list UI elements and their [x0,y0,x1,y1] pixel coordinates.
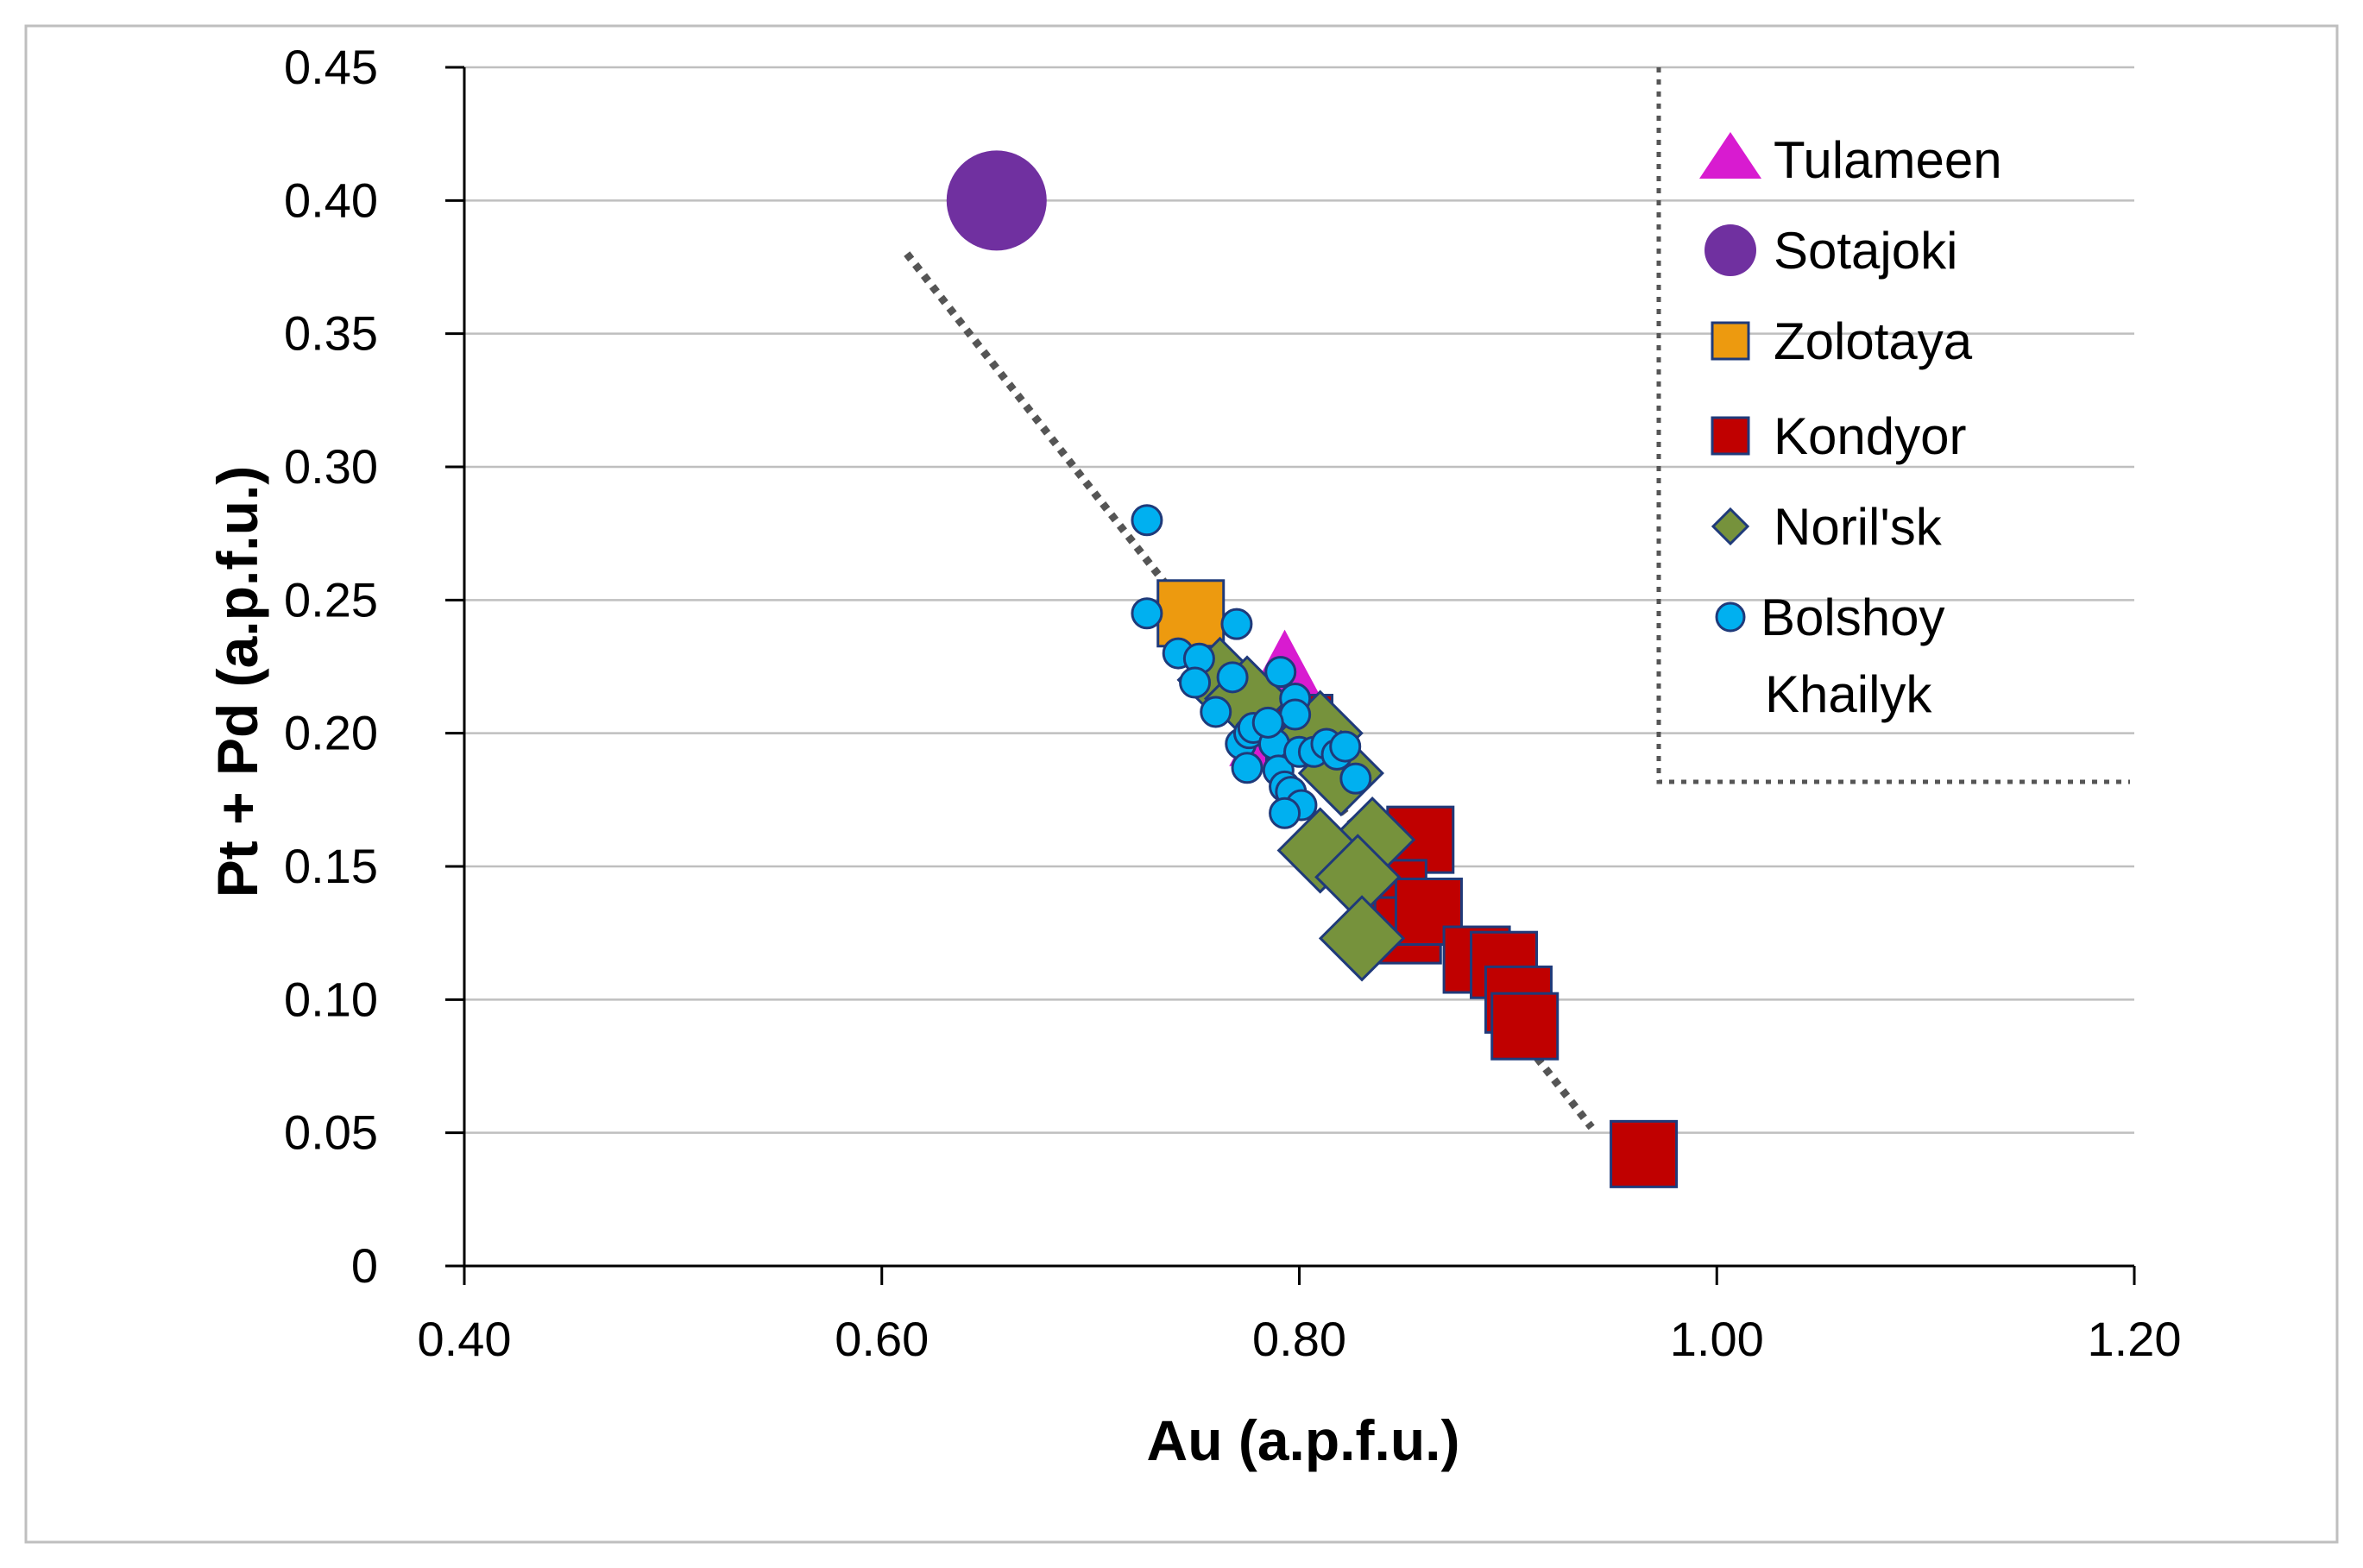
x-axis-ticks: 0.40 0.60 0.80 1.00 1.20 [418,1266,2182,1366]
legend-label-bolshoy-khailyk: Bolshoy [1761,589,1944,646]
y-tick-label: 0.25 [284,572,378,627]
y-axis-ticks: 0 0.05 0.10 0.15 0.20 0.25 0.30 0.35 0.40 0.45 [284,40,464,1293]
bolshoy-khailyk-point [1269,797,1301,829]
x-tick-label: 0.80 [1252,1312,1346,1366]
zolotaya-point [1156,579,1226,648]
kondyor-point [1490,992,1560,1061]
data-points [946,150,1679,1188]
bolshoy-khailyk-point [1251,706,1284,739]
legend-marker-sotajoki [1705,224,1756,276]
sotajoki-point [946,150,1047,251]
bolshoy-khailyk-point [1339,762,1372,795]
bolshoy-khailyk-point [1264,656,1297,689]
x-tick-label: 1.00 [1670,1312,1764,1366]
x-tick-label: 0.40 [418,1312,512,1366]
bolshoy-khailyk-point [1179,666,1212,699]
y-tick-label: 0.05 [284,1105,378,1160]
gridlines [464,66,2134,1134]
y-tick-label: 0.10 [284,972,378,1026]
bolshoy-khailyk-point [1216,661,1249,694]
y-axis-title: Pt + Pd (a.p.f.u.) [205,466,269,898]
bolshoy-khailyk-point [1220,608,1253,640]
legend-border [1656,67,2130,784]
legend: Tulameen Sotajoki Zolotaya Kondyor Noril'sk B… [1656,67,2130,784]
noril-sk-point [1318,895,1406,982]
legend-marker-noril-sk [1711,507,1750,546]
y-tick-label: 0 [351,1238,378,1293]
legend-label-sotajoki: Sotajoki [1774,222,1957,280]
bolshoy-khailyk-point [1200,696,1232,728]
y-tick-label: 0.30 [284,439,378,494]
legend-marker-tulameen [1699,132,1761,179]
legend-label-bolshoy-khailyk-line2: Khailyk [1765,665,1932,723]
x-tick-label: 0.60 [835,1312,929,1366]
chart-frame [24,24,2339,1544]
bolshoy-khailyk-point [1329,730,1362,763]
legend-marker-kondyor [1711,416,1750,456]
legend-marker-zolotaya [1711,321,1750,361]
legend-marker-bolshoy-khailyk [1715,601,1746,633]
kondyor-point [1610,1119,1679,1188]
bolshoy-khailyk-point [1131,597,1163,630]
bolshoy-khailyk-point [1131,504,1163,537]
legend-label-zolotaya: Zolotaya [1774,312,1973,370]
y-tick-label: 0.15 [284,839,378,893]
x-tick-label: 1.20 [2088,1312,2182,1366]
legend-label-kondyor: Kondyor [1774,407,1966,465]
x-axis-title: Au (a.p.f.u.) [1147,1408,1460,1472]
legend-label-tulameen: Tulameen [1774,131,2002,189]
y-tick-label: 0.20 [284,706,378,760]
y-tick-label: 0.45 [284,40,378,94]
bolshoy-khailyk-point [1231,752,1263,784]
y-tick-label: 0.35 [284,306,378,361]
bolshoy-khailyk-point [1279,698,1312,731]
y-tick-label: 0.40 [284,173,378,227]
legend-label-noril-sk: Noril'sk [1774,498,1943,556]
